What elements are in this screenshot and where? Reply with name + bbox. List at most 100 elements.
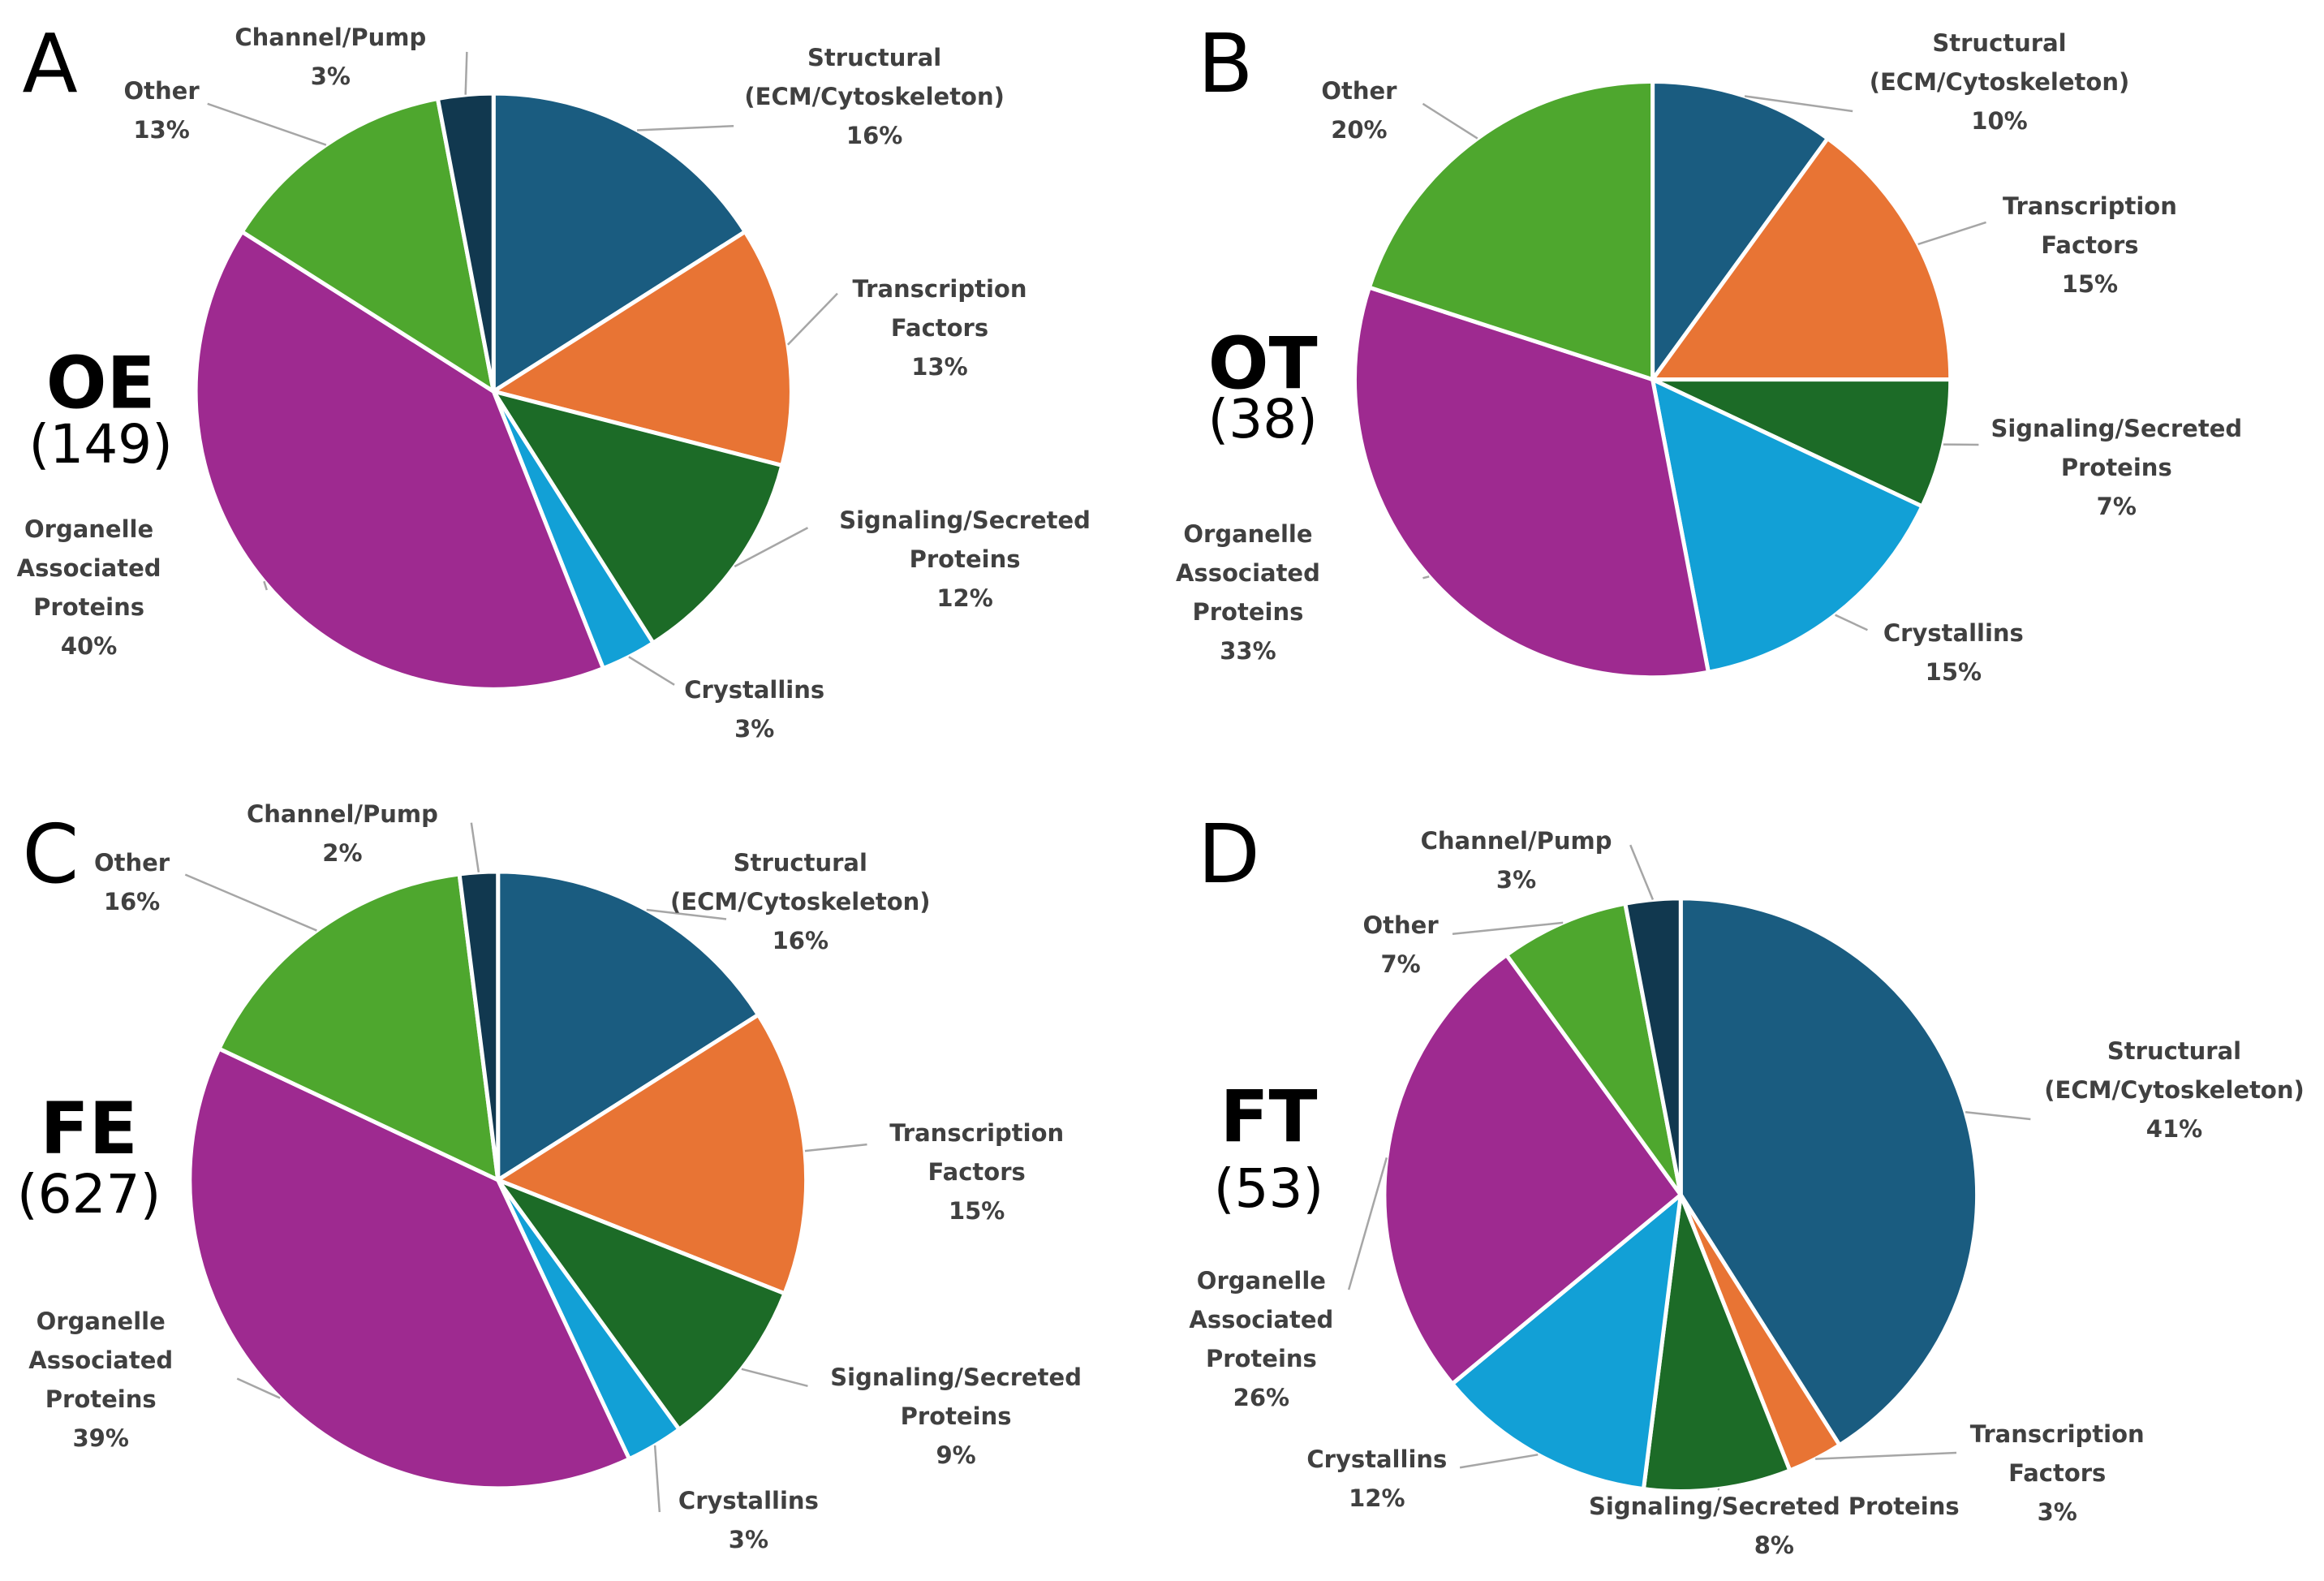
slice-percent: 20% <box>1331 115 1388 144</box>
slice-category: Structural (ECM/Cytoskeleton) <box>670 849 931 916</box>
group-name: FT <box>1220 1075 1317 1158</box>
slice-percent: 41% <box>2145 1115 2203 1144</box>
slice-percent: 12% <box>1349 1484 1405 1512</box>
slice-category: Structural (ECM/Cytoskeleton) <box>744 44 1005 111</box>
slice-category: Structural (ECM/Cytoskeleton) <box>2044 1037 2305 1105</box>
leader-line <box>1422 102 1478 140</box>
slice-label: Signaling/Secreted Proteins 9% <box>810 1358 1102 1475</box>
leader-line <box>1815 1451 1957 1460</box>
slice-percent: 2% <box>322 839 363 868</box>
slice-category: Organelle Associated Proteins <box>1175 519 1320 626</box>
leader-line <box>236 1377 281 1399</box>
leader-line <box>1835 614 1868 631</box>
slice-category: Structural (ECM/Cytoskeleton) <box>1869 29 2130 97</box>
slice-percent: 12% <box>936 584 993 613</box>
pie-slice <box>1650 136 1953 382</box>
slice-percent: 40% <box>60 632 118 661</box>
leader-line <box>637 125 734 131</box>
slice-label: Crystallins 15% <box>1864 614 2042 691</box>
pie-slice <box>1366 79 1655 382</box>
pie-slice <box>239 97 496 394</box>
leader-line <box>1629 844 1655 900</box>
leader-line <box>1459 1454 1539 1469</box>
slice-label: Other 13% <box>109 71 214 149</box>
group-name: OT <box>1208 322 1318 406</box>
slice-percent: 13% <box>911 353 968 381</box>
pie-slice <box>217 872 501 1183</box>
leader-line <box>1422 575 1430 579</box>
slice-percent: 3% <box>310 62 351 90</box>
slice-label: Crystallins 3% <box>659 1481 837 1559</box>
slice-category: Signaling/Secreted Proteins <box>839 506 1091 574</box>
slice-category: Other <box>1362 911 1439 939</box>
slice-percent: 8% <box>1754 1531 1794 1559</box>
slice-category: Organelle Associated Proteins <box>28 1307 174 1413</box>
slice-percent: 16% <box>846 122 903 150</box>
pie-slice <box>491 389 785 645</box>
slice-category: Organelle Associated Proteins <box>1189 1267 1334 1373</box>
leader-line <box>1917 221 1986 246</box>
slice-label: Signaling/Secreted Proteins 12% <box>819 501 1111 618</box>
slice-category: Crystallins <box>684 675 825 704</box>
leader-line <box>741 1368 808 1388</box>
slice-category: Transcription Factors <box>2002 192 2177 260</box>
leader-line <box>1452 921 1564 935</box>
leader-line <box>470 822 480 872</box>
group-count: (149) <box>28 413 172 476</box>
slice-label: Structural (ECM/Cytoskeleton) 10% <box>1845 24 2154 140</box>
slice-category: Organelle Associated Proteins <box>16 515 161 622</box>
slice-label: Transcription Factors 3% <box>1952 1415 2163 1531</box>
panel-letter: B <box>1198 16 1254 111</box>
slice-percent: 16% <box>103 888 161 916</box>
slice-label: Signaling/Secreted Proteins 8% <box>1579 1487 1969 1565</box>
slice-percent: 15% <box>1925 658 1982 687</box>
leader-line <box>628 656 675 686</box>
slice-percent: 16% <box>772 927 829 955</box>
slice-label: Organelle Associated Proteins 33% <box>1167 515 1329 670</box>
slice-category: Crystallins <box>1306 1445 1448 1473</box>
slice-category: Signaling/Secreted Proteins <box>830 1363 1082 1431</box>
slice-category: Crystallins <box>678 1486 819 1514</box>
slice-percent: 9% <box>936 1441 976 1470</box>
pie-slice <box>1650 79 1830 382</box>
group-count: (38) <box>1207 388 1317 450</box>
slice-category: Transcription Factors <box>1969 1419 2145 1487</box>
leader-line <box>1744 95 1853 113</box>
slice-category: Other <box>123 76 200 105</box>
slice-label: Organelle Associated Proteins 26% <box>1180 1261 1342 1417</box>
slice-percent: 3% <box>728 1525 769 1553</box>
slice-label: Channel/Pump 3% <box>233 18 428 96</box>
group-count: (53) <box>1214 1157 1323 1220</box>
slice-percent: 7% <box>2096 493 2137 521</box>
leader-line <box>734 527 809 568</box>
group-count: (627) <box>17 1163 161 1226</box>
slice-category: Channel/Pump <box>246 800 438 829</box>
leader-line <box>786 292 838 346</box>
slice-category: Signaling/Secreted Proteins <box>1990 415 2243 482</box>
slice-percent: 3% <box>1496 865 1537 894</box>
slice-category: Crystallins <box>1883 619 2024 648</box>
slice-category: Channel/Pump <box>1420 826 1612 855</box>
leader-line <box>653 1445 661 1513</box>
slice-category: Signaling/Secreted Proteins <box>1589 1493 1960 1520</box>
slice-percent: 3% <box>734 714 775 743</box>
slice-category: Transcription Factors <box>889 1118 1065 1186</box>
group-name: FE <box>40 1087 137 1170</box>
slice-label: Transcription Factors 13% <box>834 269 1045 386</box>
slice-percent: 13% <box>133 115 190 144</box>
leader-line <box>1717 1488 1720 1491</box>
slice-percent: 15% <box>948 1196 1005 1225</box>
slice-label: Crystallins 12% <box>1288 1440 1466 1518</box>
pie-slice <box>1623 896 1683 1197</box>
leader-line <box>184 873 317 932</box>
slice-category: Channel/Pump <box>235 23 427 51</box>
slice-percent: 10% <box>1971 107 2028 136</box>
pie-slice <box>1650 377 1953 509</box>
pie-slice <box>496 1012 809 1296</box>
pie-slice <box>1642 1192 1792 1493</box>
slice-category: Transcription Factors <box>852 275 1027 342</box>
pie-slice <box>435 91 496 394</box>
slice-label: Structural (ECM/Cytoskeleton) 41% <box>2029 1032 2321 1148</box>
